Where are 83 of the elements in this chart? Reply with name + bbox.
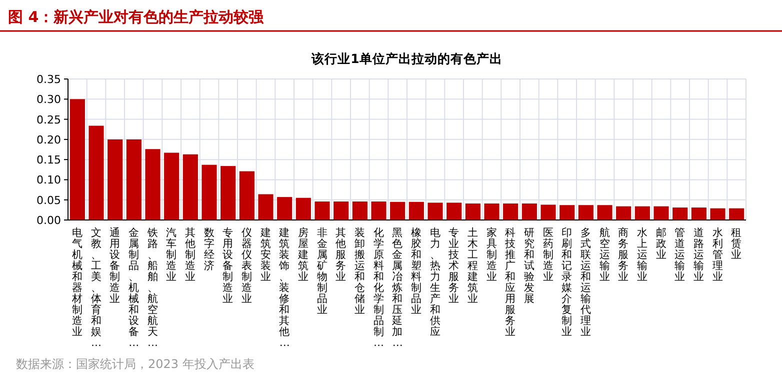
bar <box>710 208 726 220</box>
x-tick-label: 水利管理业 <box>712 226 724 283</box>
bar <box>296 198 311 220</box>
bar <box>164 152 180 220</box>
category-label: 铁路、船舶、航空航天… <box>147 227 158 349</box>
bar <box>277 197 292 220</box>
bar <box>428 202 443 220</box>
x-tick-label: 家具制造业 <box>486 226 498 283</box>
bar <box>634 206 650 220</box>
x-tick-label: 医药制造业 <box>542 227 554 283</box>
category-label: 文教、工美、体育和娱… <box>90 227 102 349</box>
category-label: 金属制品、机械和设备… <box>128 227 140 349</box>
category-label: 黑色金属冶炼和压延加… <box>392 227 404 349</box>
chart-title: 图 4：新兴产业对有色的生产拉动较强 <box>8 8 265 26</box>
x-tick-label: 汽车制造业 <box>166 227 178 283</box>
bar <box>408 202 424 220</box>
y-tick-label: 0.05 <box>36 194 61 207</box>
y-tick-label: 0.00 <box>36 214 61 227</box>
bar <box>465 203 480 220</box>
bar <box>484 203 500 220</box>
x-tick-label: 土木工程建筑业 <box>466 226 478 305</box>
x-tick-label: 航空运输业 <box>599 226 610 283</box>
category-label: 印刷和记录媒介复制业 <box>562 227 573 338</box>
x-tick-label: 非金属矿物制品业 <box>316 226 328 316</box>
source-note: 数据来源：国家统计局，2023 年投入产出表 <box>16 357 254 371</box>
y-tick-label: 0.10 <box>36 174 61 187</box>
bar <box>729 208 744 220</box>
y-tick-label: 0.20 <box>36 133 61 146</box>
y-tick-label: 0.30 <box>36 93 61 106</box>
x-tick-label: 建筑安装业 <box>259 226 272 283</box>
x-tick-label: 道路运输业 <box>693 227 704 283</box>
chart-subtitle: 该行业1单位产出拉动的有色产出 <box>310 51 502 66</box>
x-tick-label: 装卸搬运和仓储业 <box>354 226 366 316</box>
bar <box>503 203 518 220</box>
x-tick-label: 其他制造业 <box>184 226 196 283</box>
x-tick-label: 商务服务业 <box>618 226 630 283</box>
x-tick-label: 管道运输业 <box>674 227 686 283</box>
bar <box>352 201 368 220</box>
bar <box>314 201 330 220</box>
bar <box>88 126 104 220</box>
x-tick-label: 研究和试验发展 <box>524 227 535 305</box>
bar <box>258 194 274 220</box>
bar <box>70 99 85 220</box>
x-tick-label: 通用设备制造业 <box>110 226 121 305</box>
x-tick-label: 水上运输业 <box>636 226 648 283</box>
bar <box>182 154 198 220</box>
bar <box>334 201 349 220</box>
bar <box>126 139 142 220</box>
category-label: 电气机械和器材制造业 <box>72 227 83 338</box>
x-tick-label: 专业技术服务业 <box>448 226 460 305</box>
bar <box>691 208 706 220</box>
category-label: 科技推广和应用服务业 <box>505 227 516 338</box>
bar <box>239 171 254 220</box>
category-label: 多式联运和运输代理业 <box>580 227 592 338</box>
y-tick-label: 0.35 <box>36 73 61 86</box>
bar <box>220 166 236 220</box>
bar <box>446 202 462 220</box>
bar <box>540 204 556 220</box>
category-label: 建筑装饰、装修和其他… <box>279 227 290 349</box>
bar <box>145 149 160 220</box>
x-tick-label: 专用设备制造业 <box>222 226 234 305</box>
y-tick-label: 0.15 <box>36 154 61 167</box>
category-label: 电力、热力生产和供应 <box>430 227 441 338</box>
category-label: 化学原料和化学制品制… <box>373 227 384 349</box>
bar <box>654 206 669 220</box>
bar <box>202 164 217 220</box>
bar <box>371 201 386 220</box>
bar <box>560 205 575 220</box>
bar <box>522 203 537 220</box>
bar <box>390 202 406 220</box>
y-tick-label: 0.25 <box>36 113 61 126</box>
x-tick-label: 租赁业 <box>731 227 742 261</box>
bar <box>616 206 632 220</box>
bar <box>672 208 688 220</box>
x-tick-label: 仪器仪表制造业 <box>241 227 252 305</box>
x-tick-label: 邮政业 <box>656 226 667 261</box>
x-tick-label: 房屋建筑业 <box>296 226 309 283</box>
x-tick-label: 其他服务业 <box>336 226 347 283</box>
bar <box>108 139 123 220</box>
bar <box>578 205 594 220</box>
x-tick-label: 数字经济 <box>204 227 215 272</box>
bar <box>597 205 612 220</box>
x-tick-label: 橡胶和塑料制品业 <box>410 227 422 316</box>
